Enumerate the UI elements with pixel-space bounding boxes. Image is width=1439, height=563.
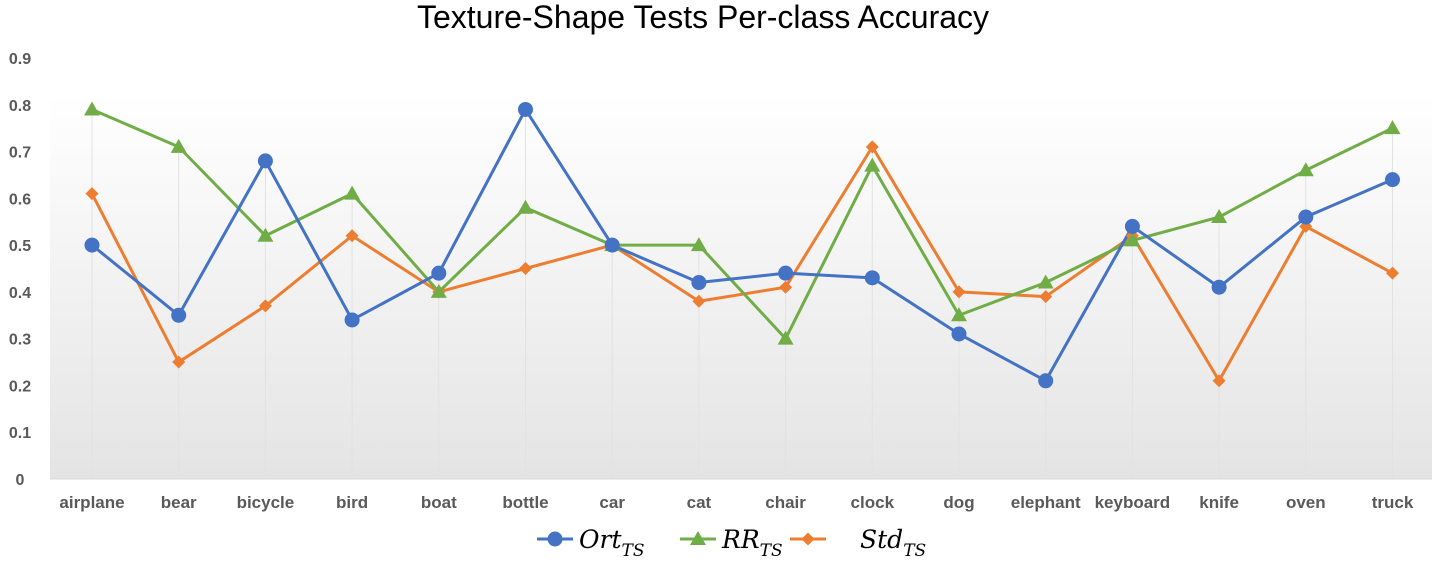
point-ort xyxy=(344,312,360,328)
chart-title: Texture-Shape Tests Per-class Accuracy xyxy=(417,0,989,35)
point-rr xyxy=(430,283,447,298)
point-rr xyxy=(1124,232,1141,247)
x-tick-label: airplane xyxy=(59,493,124,512)
x-axis: airplane bear bicycle bird boat bottle car cat c… xyxy=(50,478,1432,512)
point-ort xyxy=(84,237,100,253)
point-std xyxy=(779,280,793,294)
y-tick-label: 0.9 xyxy=(9,51,31,68)
plot-area xyxy=(50,94,1432,480)
point-rr xyxy=(1297,162,1314,177)
point-ort xyxy=(691,275,707,291)
legend-marker xyxy=(690,531,706,545)
y-tick-label: 0.4 xyxy=(9,285,31,302)
y-tick-label: 0.8 xyxy=(9,98,31,115)
point-std xyxy=(865,140,879,154)
point-rr xyxy=(1211,209,1228,224)
series-line-std xyxy=(90,145,1394,383)
x-tick-label: dog xyxy=(943,493,974,512)
point-ort xyxy=(1298,209,1314,225)
legend-label: RRTS xyxy=(721,525,783,561)
x-tick-label: car xyxy=(599,493,625,512)
point-rr xyxy=(864,157,881,172)
point-std xyxy=(1212,374,1226,388)
legend-label: StdTS xyxy=(860,525,926,561)
x-tick-label: clock xyxy=(851,493,895,512)
point-std xyxy=(85,187,99,201)
x-tick-label: bicycle xyxy=(237,493,295,512)
point-std xyxy=(952,285,966,299)
point-ort xyxy=(1124,218,1140,234)
y-tick-label: 0.2 xyxy=(9,378,31,395)
y-tick-label: 0.7 xyxy=(9,145,31,162)
series-lines xyxy=(90,107,1394,383)
legend: OrtTS RRTS StdTS xyxy=(537,525,926,561)
point-rr xyxy=(1037,274,1054,289)
point-ort xyxy=(1385,172,1400,188)
point-ort xyxy=(951,326,967,342)
point-std xyxy=(345,229,359,243)
point-std xyxy=(258,299,272,313)
y-tick-label: 0 xyxy=(16,472,25,489)
point-rr xyxy=(690,237,707,252)
point-std xyxy=(1039,290,1053,304)
y-tick-label: 0.1 xyxy=(9,425,31,442)
point-rr xyxy=(777,330,794,345)
point-std xyxy=(172,355,186,369)
point-ort xyxy=(171,307,187,323)
x-tick-label: chair xyxy=(765,493,806,512)
point-rr xyxy=(1384,120,1401,135)
point-std xyxy=(1386,266,1399,280)
x-tick-label: boat xyxy=(421,493,457,512)
legend-marker xyxy=(547,531,563,547)
point-ort xyxy=(864,270,880,286)
series-markers xyxy=(84,101,1401,389)
y-tick-label: 0.3 xyxy=(9,332,31,349)
x-tick-label: truck xyxy=(1372,493,1414,512)
x-tick-label: oven xyxy=(1286,493,1326,512)
point-ort xyxy=(1038,373,1054,389)
point-rr xyxy=(344,185,361,200)
y-axis: 0 0.1 0.2 0.3 0.4 0.5 0.6 0.7 0.8 0.9 xyxy=(9,51,31,489)
y-tick-label: 0.6 xyxy=(9,191,31,208)
point-rr xyxy=(517,199,534,214)
x-tick-label: keyboard xyxy=(1095,493,1171,512)
point-rr xyxy=(257,227,274,242)
point-rr xyxy=(170,138,187,153)
x-tick-label: cat xyxy=(687,493,712,512)
point-std xyxy=(692,294,706,308)
point-rr xyxy=(951,307,967,322)
series-line-rr xyxy=(91,108,1394,341)
point-ort xyxy=(257,153,273,169)
series-line-ort xyxy=(91,107,1394,383)
x-tick-label: bear xyxy=(161,493,197,512)
legend-marker xyxy=(801,532,815,546)
x-tick-label: elephant xyxy=(1011,493,1081,512)
point-ort xyxy=(778,265,794,281)
point-std xyxy=(519,262,532,275)
point-ort xyxy=(1211,279,1227,295)
legend-label: OrtTS xyxy=(579,525,645,561)
x-tick-label: bird xyxy=(336,493,368,512)
y-tick-label: 0.5 xyxy=(9,238,31,255)
point-ort xyxy=(518,101,533,117)
point-ort xyxy=(604,237,620,253)
x-tick-label: bottle xyxy=(502,493,548,512)
x-tick-label: knife xyxy=(1199,493,1239,512)
point-ort xyxy=(431,265,447,281)
point-rr xyxy=(84,101,100,116)
